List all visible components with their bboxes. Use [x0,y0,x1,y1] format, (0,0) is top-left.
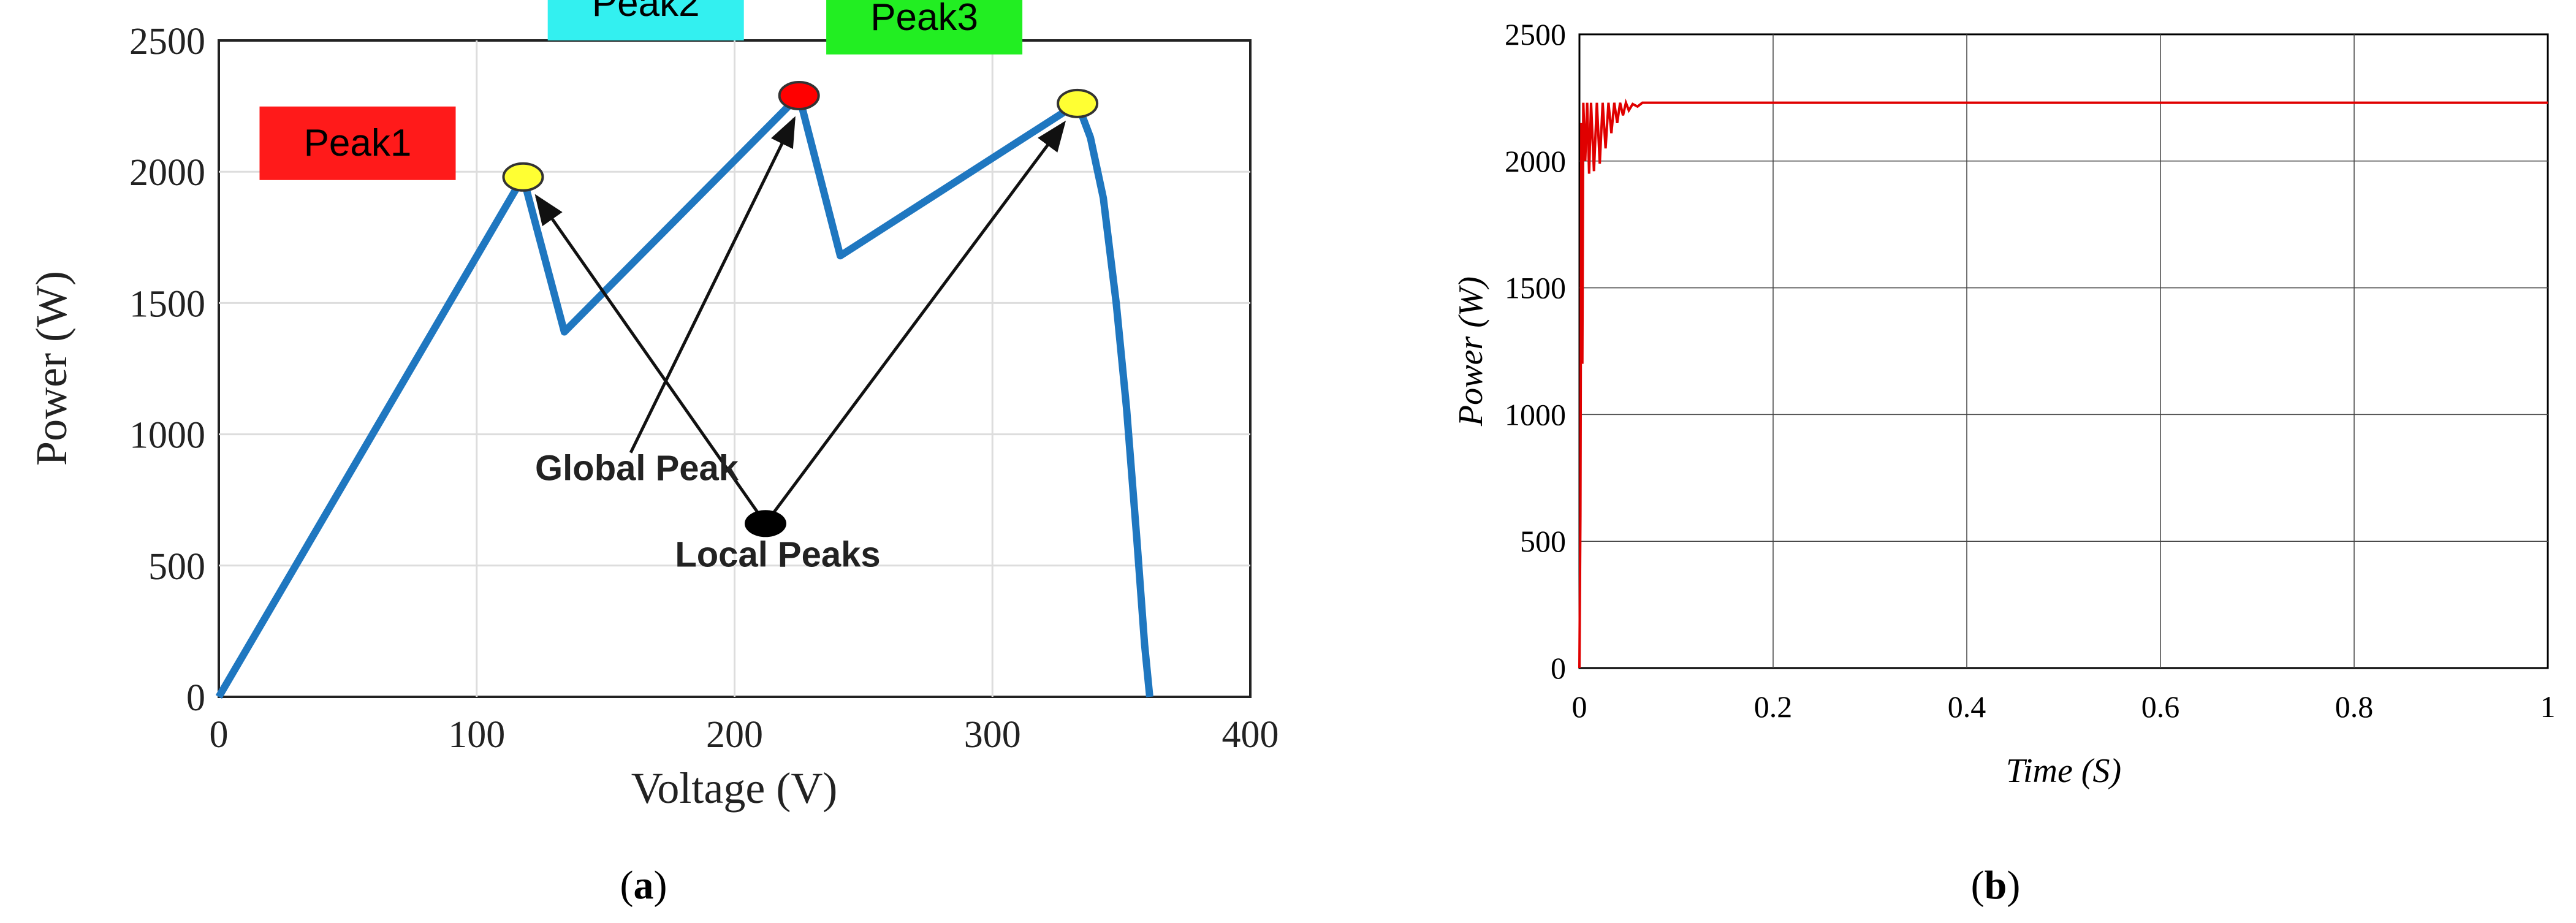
chart-b-x-tick-label: 0.4 [1948,689,1986,724]
peak-label: Peak3 [870,0,978,39]
chart-b-x-tick-label: 1 [2540,689,2556,724]
chart-a-ticks: 0 100 200 300 400 0 500 1000 1500 2000 2500 [129,21,1279,756]
chart-b-y-tick-label: 1000 [1505,397,1566,431]
chart-a-y-tick-label: 1500 [129,283,205,325]
chart-a-x-tick-label: 0 [210,714,229,756]
chart-b-y-tick-label: 500 [1520,524,1566,558]
arrow-global-peak [629,116,796,454]
chart-b-x-tick-label: 0.6 [2141,689,2180,724]
chart-b-y-tick-label: 1500 [1505,271,1566,305]
chart-b-grid [1579,34,2548,668]
annotation-global-peak: Global Peak [535,449,739,488]
chart-a-series-line [215,91,1153,699]
chart-b-series-line [1578,98,2548,669]
chart-a-y-tick-label: 1000 [129,415,205,457]
peak-marker [778,80,820,110]
chart-a-y-tick-label: 0 [186,677,205,719]
chart-a-arrows [534,116,1066,525]
peak-label-box [826,0,1023,55]
peak-marker [1057,88,1099,118]
peak-marker [502,162,544,192]
chart-b-y-label: Power (W) [1452,276,1490,427]
chart-a-x-label: Voltage (V) [631,764,838,813]
caption-b: (b) [1971,863,2021,908]
chart-a-y-tick-label: 2000 [129,152,205,194]
chart-b-plot-area [1578,33,2549,669]
chart-a-y-tick-label: 2500 [129,21,205,63]
chart-a-x-tick-label: 200 [706,714,763,756]
local-peaks-origin-dot [744,510,786,537]
caption-a: (a) [620,863,667,908]
chart-b-y-tick-label: 2500 [1505,17,1566,51]
chart-b-x-label: Time (S) [2006,752,2121,790]
peak-label: Peak1 [304,122,412,164]
caption-a-letter: a [634,863,654,908]
chart-a-x-tick-label: 300 [964,714,1021,756]
annotation-local-peaks: Local Peaks [675,534,880,574]
peak-label: Peak2 [592,0,700,25]
chart-a-grid [219,40,1250,697]
chart-a-y-tick-label: 500 [148,546,205,588]
arrow-local-peak [534,194,767,525]
chart-b-y-tick-label: 2000 [1505,144,1566,178]
chart-a-x-tick-label: 400 [1222,714,1279,756]
chart-b-y-tick-label: 0 [1551,651,1566,685]
chart-b-x-tick-label: 0 [1572,689,1587,724]
chart-b-x-tick-label: 0.2 [1754,689,1793,724]
peak-label-box [547,0,744,40]
chart-a-peaks: Peak1 Peak2 Peak3 [259,0,1099,192]
caption-b-letter: b [1985,863,2007,908]
peak-label-box [259,106,456,180]
chart-a-annotations: Global Peak Local Peaks [535,449,881,575]
chart-a-y-label: Power (W) [27,271,76,466]
chart-b-ticks: 0 0.2 0.4 0.6 0.8 1 0 500 1000 1500 2000 2500 [1505,17,2556,724]
arrow-local-peak [764,120,1066,525]
chart-a-x-tick-label: 100 [448,714,505,756]
chart-b: 0 0.2 0.4 0.6 0.8 1 0 500 1000 1500 2000 2500 Time … [1452,17,2556,790]
chart-b-x-tick-label: 0.8 [2335,689,2374,724]
